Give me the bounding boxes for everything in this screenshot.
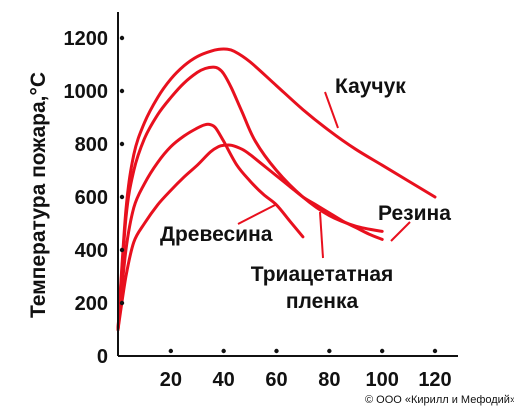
series-label-rezina: Резина: [378, 202, 451, 225]
y-tick-label: 200: [75, 293, 108, 315]
y-tick-mark: [119, 141, 125, 147]
series-label-kauchuk: Каучук: [335, 75, 406, 98]
y-tick-label: 1000: [64, 81, 109, 103]
y-tick-mark: [119, 300, 125, 306]
y-tick-mark: [119, 247, 125, 253]
x-tick-label: 20: [160, 369, 182, 391]
x-tick-label: 120: [418, 369, 451, 391]
x-tick-label: 40: [213, 369, 235, 391]
series-line-kauchuk: [116, 47, 437, 331]
leader-line-kauchuk: [324, 91, 339, 129]
x-tick-mark: [379, 348, 385, 354]
copyright-credit: © ООО «Кирилл и Мефодий»: [365, 394, 514, 406]
series-labels: Каучук Резина Древесина Триацетатная пленка: [160, 75, 451, 313]
ticks-layer: 0 200 400 600 800 1000 1200 20 40 60 80 100 120: [64, 28, 452, 391]
y-tick-mark: [119, 194, 125, 200]
y-tick-mark: [119, 88, 125, 94]
series-label-triacetat: пленка: [286, 290, 359, 313]
x-tick-label: 100: [365, 369, 398, 391]
y-tick-label: 0: [97, 346, 108, 368]
series-line-drevesina: [116, 122, 305, 331]
series-label-triacetat: Триацетатная: [251, 263, 394, 286]
y-tick-label: 600: [75, 187, 108, 209]
leader-line-rezina: [390, 221, 411, 242]
series-line-triacetat: [116, 143, 384, 331]
y-tick-label: 1200: [64, 28, 109, 50]
y-tick-mark: [119, 35, 125, 41]
x-tick-label: 80: [318, 369, 340, 391]
x-tick-mark: [274, 348, 279, 354]
x-tick-mark: [432, 348, 438, 354]
y-tick-label: 800: [75, 134, 108, 156]
leader-line-triacetat: [319, 211, 324, 259]
x-tick-mark: [327, 348, 332, 354]
x-tick-mark: [168, 348, 174, 354]
x-tick-mark: [221, 348, 226, 354]
axes-layer: [117, 12, 458, 357]
x-tick-label: 60: [265, 369, 287, 391]
y-tick-label: 400: [75, 240, 108, 262]
series-label-drevesina: Древесина: [160, 223, 273, 246]
series-layer: [116, 47, 437, 331]
y-axis-title: Температура пожара,°С: [27, 72, 50, 318]
leader-line-drevesina: [237, 203, 278, 225]
